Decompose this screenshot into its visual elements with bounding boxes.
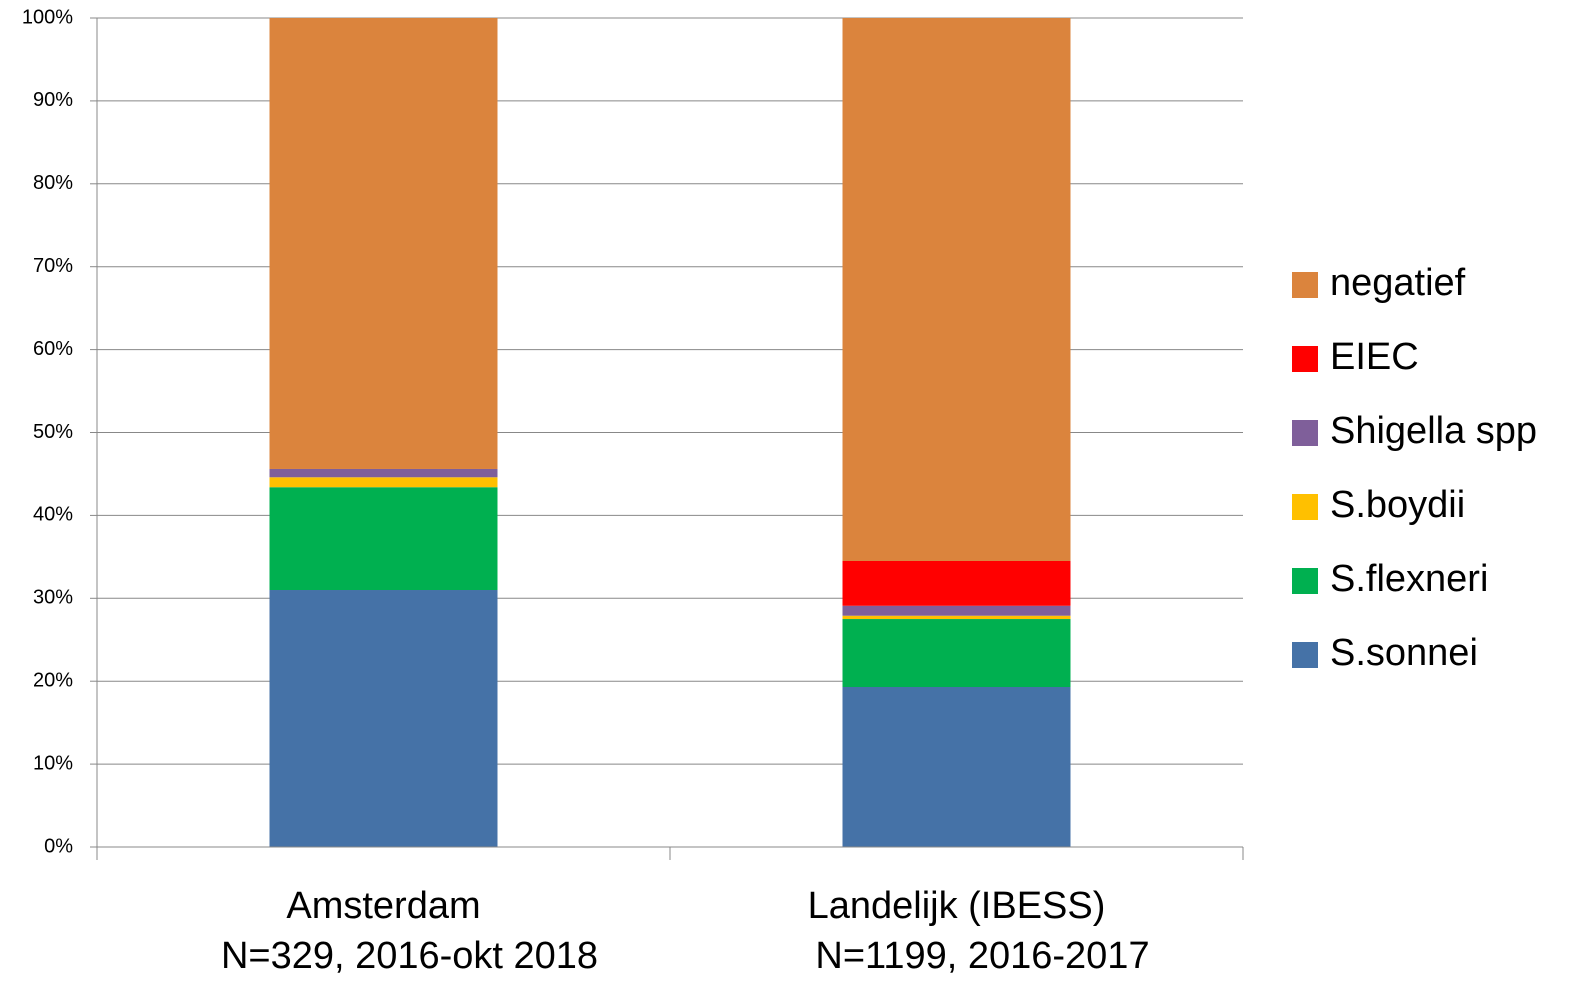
y-tick-label: 30% (33, 587, 73, 609)
y-tick-label: 50% (33, 421, 73, 443)
bar-segment (842, 619, 1071, 688)
bar-segment (269, 468, 498, 478)
y-tick-label: 20% (33, 669, 73, 691)
x-tick-label: Amsterdam (286, 885, 480, 927)
legend-label: Shigella spp (1330, 410, 1537, 452)
legend-label: S.boydii (1330, 484, 1465, 526)
y-tick-label: 40% (33, 504, 73, 526)
bar-segment (842, 687, 1071, 847)
bar-segment (269, 590, 498, 847)
y-tick-label: 10% (33, 752, 73, 774)
legend-swatch (1292, 642, 1318, 668)
legend-label: S.sonnei (1330, 632, 1478, 674)
bar-segment (269, 487, 498, 591)
legend-swatch (1292, 272, 1318, 298)
x-tick-label: Landelijk (IBESS) (808, 885, 1106, 927)
legend-label: EIEC (1330, 336, 1419, 378)
y-tick-label: 60% (33, 338, 73, 360)
x-tick-label: N=1199, 2016-2017 (815, 935, 1149, 977)
y-tick-label: 0% (44, 835, 73, 857)
y-tick-label: 70% (33, 255, 73, 277)
legend-swatch (1292, 420, 1318, 446)
legend-swatch (1292, 568, 1318, 594)
legend-label: S.flexneri (1330, 558, 1488, 600)
legend-swatch (1292, 346, 1318, 372)
legend-swatch (1292, 494, 1318, 520)
y-tick-label: 90% (33, 89, 73, 111)
bar-segment (842, 560, 1071, 606)
bar-segment (269, 18, 498, 469)
legend-label: negatief (1330, 262, 1466, 304)
bar-segment (842, 605, 1071, 616)
y-tick-label: 100% (22, 6, 73, 28)
x-tick-label: N=329, 2016-okt 2018 (221, 935, 598, 977)
bar-segment (269, 477, 498, 488)
bar-segment (842, 615, 1071, 620)
bar-segment (842, 18, 1071, 561)
y-tick-label: 80% (33, 172, 73, 194)
